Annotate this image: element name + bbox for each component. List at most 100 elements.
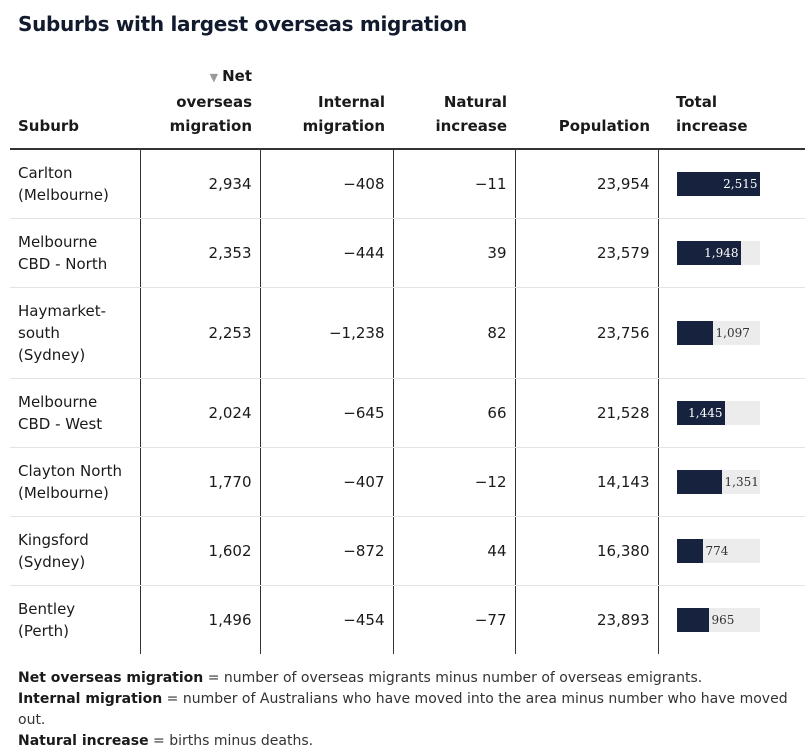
cell-suburb: Carlton (Melbourne) [10,149,140,219]
total-bar-label: 1,351 [724,474,759,489]
net-header-line2: overseas [176,93,252,111]
total-bar [676,320,713,345]
suburb-name-line: (Perth) [18,621,69,640]
cell-internal: −444 [259,218,393,288]
suburb-name-line: Kingsford [18,530,89,549]
footnote-term: Internal migration [18,691,163,707]
table-row: Kingsford (Sydney) 1,602 −872 44 16,380 774 [10,516,805,586]
suburb-name-line: Melbourne [18,392,98,411]
suburb-name-line: (Melbourne) [18,185,109,204]
cell-population: 16,380 [514,516,658,586]
suburb-name-line: Haymarket- [18,301,106,320]
natural-header-line2: increase [435,117,507,135]
footnotes: Net overseas migration = number of overs… [18,668,812,752]
col-header-population[interactable]: Population [515,56,658,150]
cell-suburb: Melbourne CBD - West [10,378,140,448]
suburb-name-line: CBD - North [18,254,108,273]
cell-net-overseas: 2,934 [139,149,260,219]
cell-net-overseas: 1,770 [139,447,260,517]
cell-natural: −11 [392,149,515,219]
natural-header-line1: Natural [443,93,507,111]
cell-internal: −872 [259,516,393,586]
suburb-name-line: (Sydney) [18,345,86,364]
total-bar [676,171,760,196]
cell-total-increase: 1,097 [657,287,805,379]
cell-population: 23,756 [514,287,658,379]
total-bar-track: 1,445 [676,400,760,425]
cell-suburb: Bentley (Perth) [10,585,140,654]
cell-total-increase: 965 [657,585,805,654]
cell-net-overseas: 2,024 [139,378,260,448]
table-row: Bentley (Perth) 1,496 −454 −77 23,893 965 [10,585,805,654]
total-bar [676,469,722,494]
suburb-name-line: Bentley [18,599,76,618]
total-bar-track: 1,948 [676,240,760,265]
footnote-term: Natural increase [18,733,149,749]
suburb-name-line: Melbourne [18,232,98,251]
total-bar [676,400,725,425]
table-row: Melbourne CBD - North 2,353 −444 39 23,579 1,9… [10,218,805,288]
table-body: Carlton (Melbourne) 2,934 −408 −11 23,954 2,51… [10,149,805,654]
total-bar-label: 2,515 [723,176,758,191]
total-bar [676,240,741,265]
cell-internal: −1,238 [259,287,393,379]
internal-header-line1: Internal [318,93,385,111]
cell-population: 21,528 [514,378,658,448]
total-header-line1: Total [676,93,717,111]
cell-suburb: Haymarket-south (Sydney) [10,287,140,379]
footnote-text: = births minus deaths. [148,733,314,749]
total-bar-track: 1,097 [676,320,760,345]
total-bar-track: 965 [676,607,760,632]
col-header-total[interactable]: Total increase [658,56,805,150]
col-header-suburb[interactable]: Suburb [10,56,140,150]
cell-net-overseas: 1,496 [139,585,260,654]
net-header-line3: migration [169,117,252,135]
cell-total-increase: 1,445 [657,378,805,448]
cell-population: 23,893 [514,585,658,654]
col-header-net-overseas[interactable]: ▼ Net overseas migration [140,56,260,150]
footnote-text: = number of Australians who have moved i… [18,691,788,728]
col-header-natural[interactable]: Natural increase [393,56,515,150]
cell-total-increase: 1,351 [657,447,805,517]
cell-natural: 44 [392,516,515,586]
migration-table: Suburb ▼ Net overseas migration Internal … [10,56,805,654]
cell-internal: −454 [259,585,393,654]
cell-natural: 39 [392,218,515,288]
total-bar [676,607,709,632]
cell-total-increase: 1,948 [657,218,805,288]
suburb-name-line: Clayton North [18,461,122,480]
cell-suburb: Melbourne CBD - North [10,218,140,288]
cell-internal: −407 [259,447,393,517]
chart-title: Suburbs with largest overseas migration [18,12,467,36]
cell-suburb: Kingsford (Sydney) [10,516,140,586]
cell-net-overseas: 1,602 [139,516,260,586]
total-bar-track: 774 [676,538,760,563]
cell-population: 14,143 [514,447,658,517]
total-bar-label: 1,097 [715,325,750,340]
footnote-net-overseas: Net overseas migration = number of overs… [18,668,812,689]
table-row: Clayton North (Melbourne) 1,770 −407 −12 14,1… [10,447,805,517]
total-bar-label: 1,445 [688,405,723,420]
cell-internal: −645 [259,378,393,448]
col-header-suburb-label: Suburb [18,117,80,135]
cell-natural: −12 [392,447,515,517]
cell-population: 23,579 [514,218,658,288]
suburb-name-line: CBD - West [18,414,103,433]
cell-net-overseas: 2,253 [139,287,260,379]
total-bar [676,538,703,563]
cell-total-increase: 774 [657,516,805,586]
table-row: Melbourne CBD - West 2,024 −645 66 21,528 1,44… [10,378,805,448]
total-bar-label: 1,948 [704,245,739,260]
net-header-line1: Net [222,67,252,85]
suburb-name-line: Carlton [18,163,73,182]
col-header-internal[interactable]: Internal migration [260,56,393,150]
sort-descending-icon: ▼ [209,71,219,84]
total-bar-track: 2,515 [676,171,760,196]
cell-net-overseas: 2,353 [139,218,260,288]
cell-suburb: Clayton North (Melbourne) [10,447,140,517]
table-row: Carlton (Melbourne) 2,934 −408 −11 23,954 2,51… [10,149,805,219]
total-bar-label: 774 [705,543,729,558]
total-bar-label: 965 [711,612,735,627]
suburb-name-line: south [18,323,60,342]
cell-natural: −77 [392,585,515,654]
